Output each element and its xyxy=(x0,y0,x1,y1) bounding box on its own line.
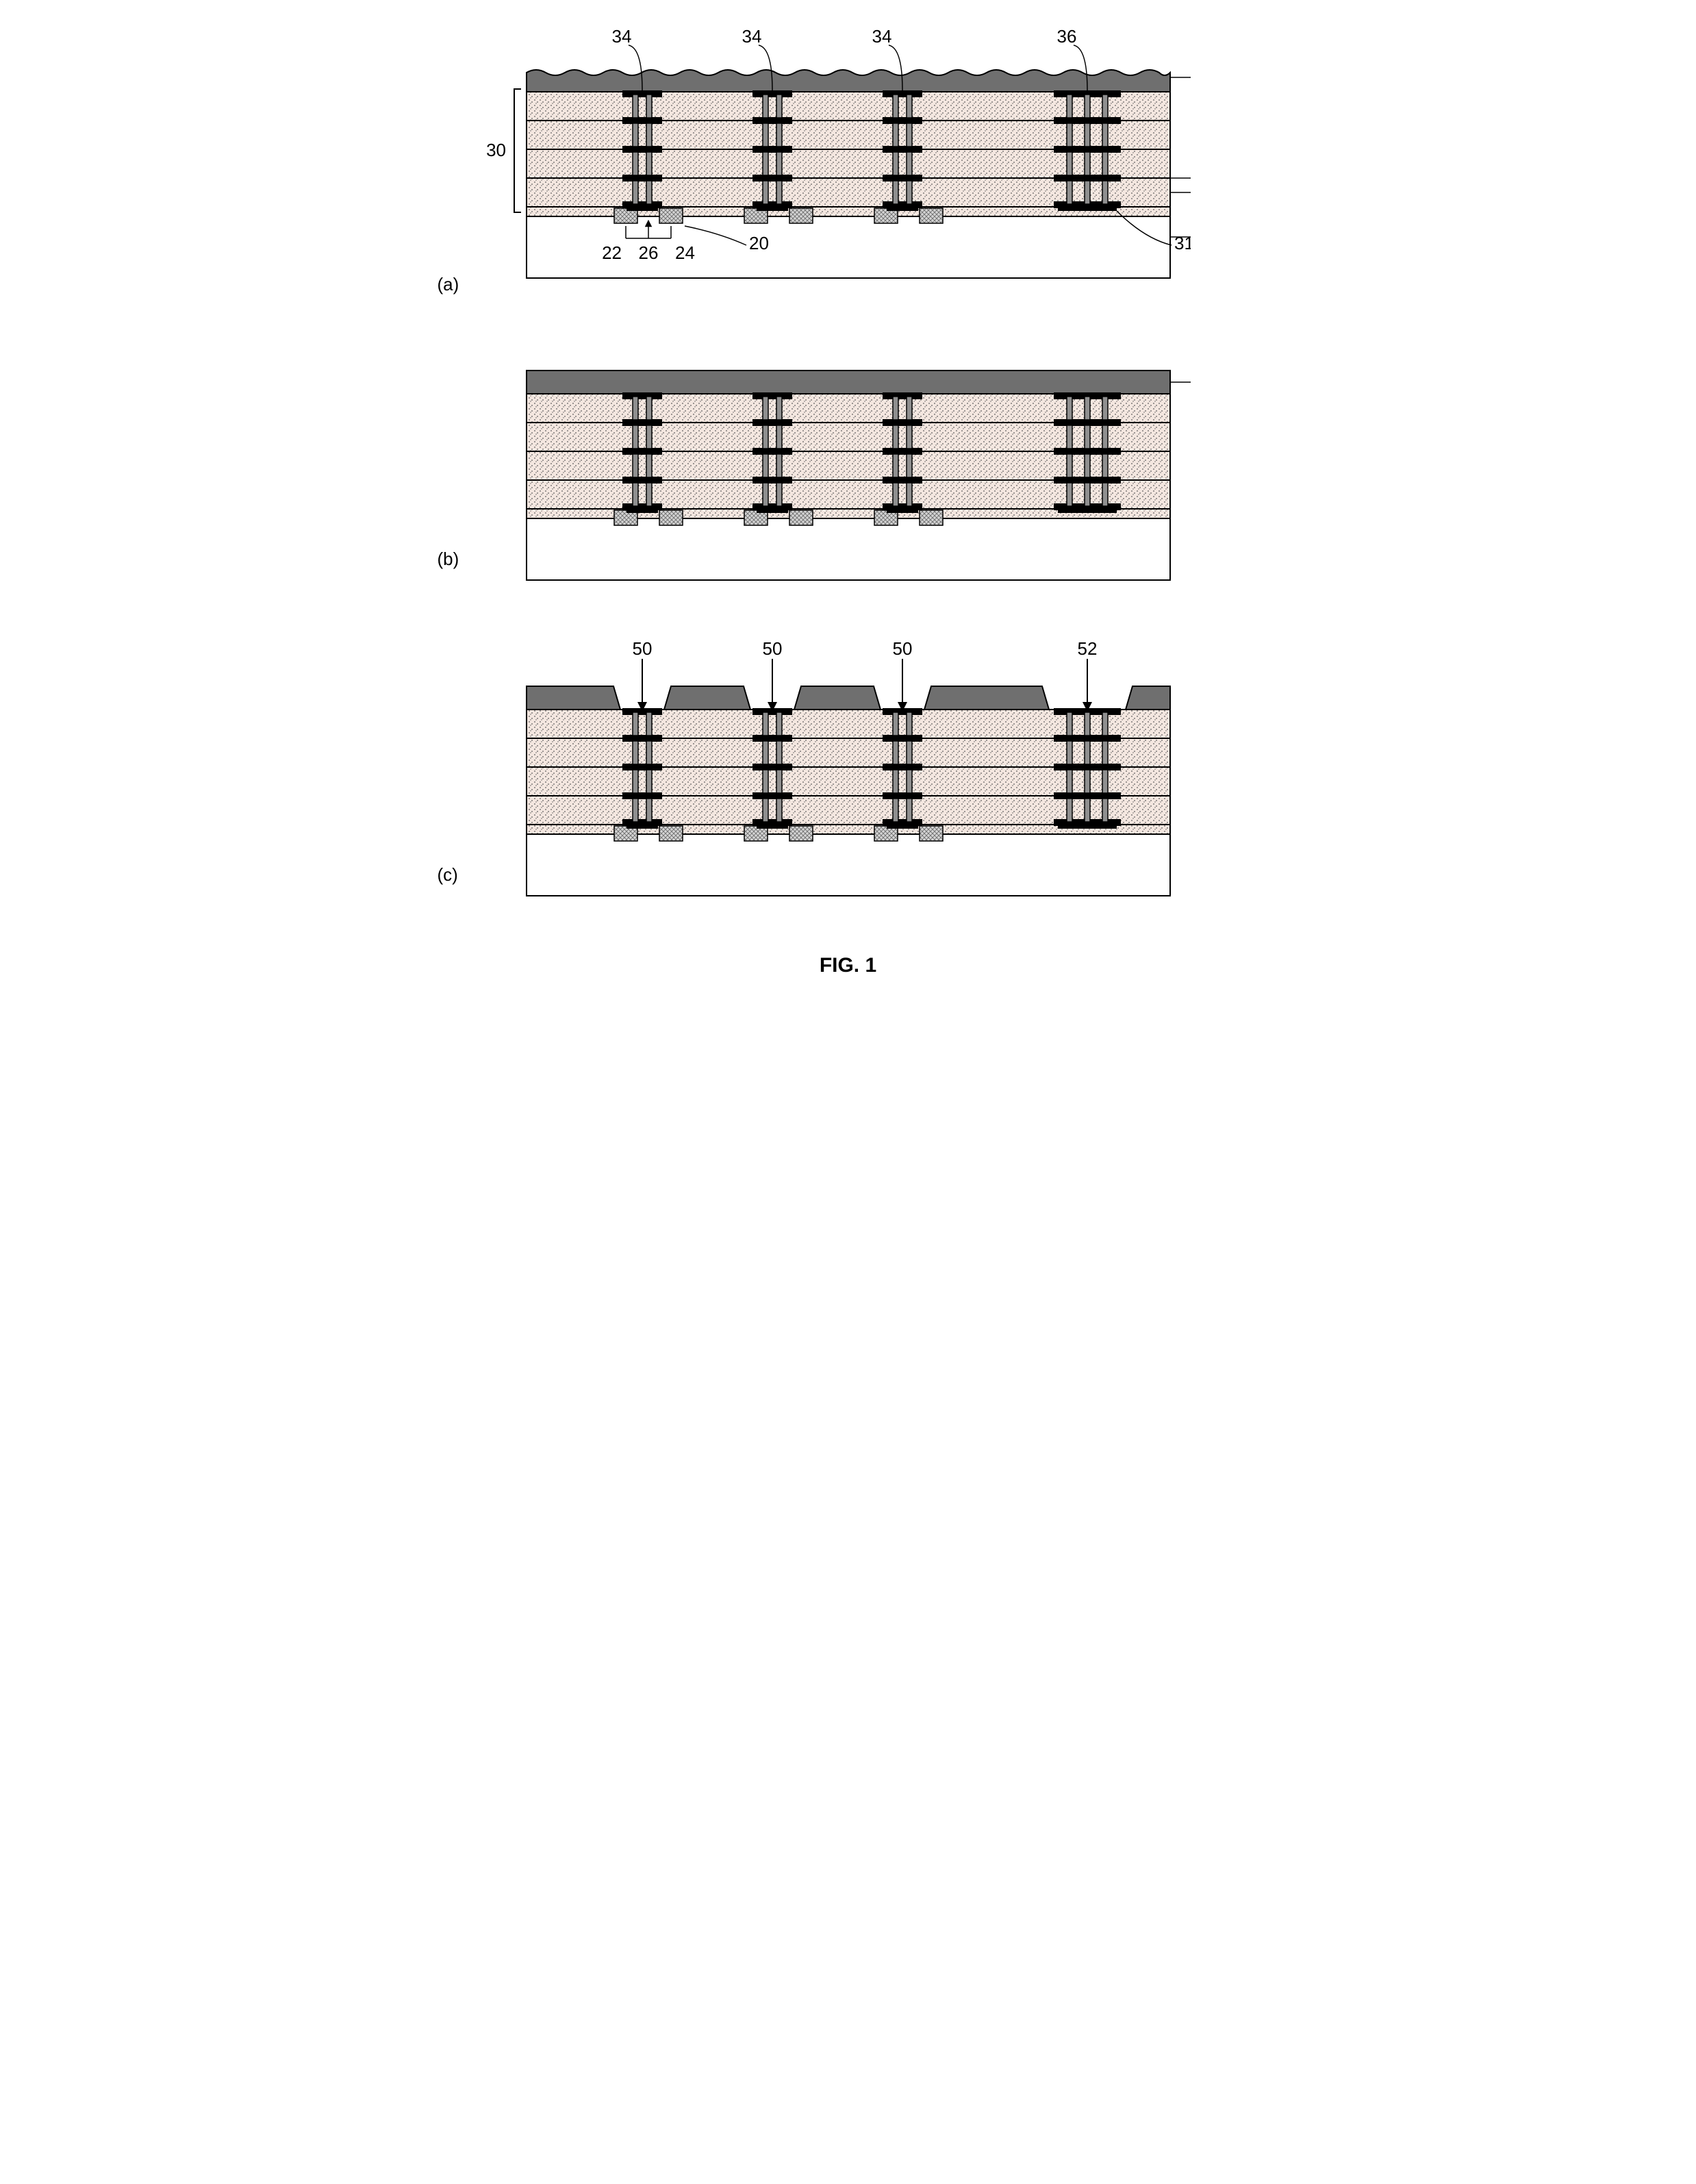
panel-a-label: (a) xyxy=(438,274,479,323)
svg-text:52: 52 xyxy=(1077,638,1097,659)
panel-b-label: (b) xyxy=(438,549,479,597)
figure-caption: FIG. 1 xyxy=(438,954,1259,977)
panel-a-row: (a) 3434343640333210313022262420 xyxy=(438,27,1259,323)
panel-c-label: (c) xyxy=(438,864,479,913)
panel-a-svg: 3434343640333210313022262420 xyxy=(479,27,1191,319)
panel-b-row: (b) 40 xyxy=(438,364,1259,597)
panel-b-svg: 40 xyxy=(479,364,1191,594)
panel-c-row: (c) 50 50 50 52 xyxy=(438,638,1259,913)
svg-text:20: 20 xyxy=(749,233,769,253)
svg-text:22: 22 xyxy=(602,242,622,263)
panel-c-svg: 50 50 50 52 xyxy=(479,638,1191,909)
svg-text:34: 34 xyxy=(872,27,891,47)
panel-c-svg-wrap: 50 50 50 52 xyxy=(479,638,1259,913)
svg-text:30: 30 xyxy=(486,140,506,160)
figure-container: (a) 3434343640333210313022262420 (b) 40 … xyxy=(438,27,1259,977)
svg-text:36: 36 xyxy=(1056,27,1076,47)
svg-text:34: 34 xyxy=(742,27,761,47)
svg-text:50: 50 xyxy=(762,638,782,659)
svg-text:34: 34 xyxy=(611,27,631,47)
panel-b-svg-wrap: 40 xyxy=(479,364,1259,597)
svg-text:24: 24 xyxy=(675,242,695,263)
svg-text:31: 31 xyxy=(1174,233,1191,253)
svg-text:26: 26 xyxy=(638,242,658,263)
svg-text:50: 50 xyxy=(632,638,652,659)
panel-a-svg-wrap: 3434343640333210313022262420 xyxy=(479,27,1259,323)
svg-text:50: 50 xyxy=(892,638,912,659)
